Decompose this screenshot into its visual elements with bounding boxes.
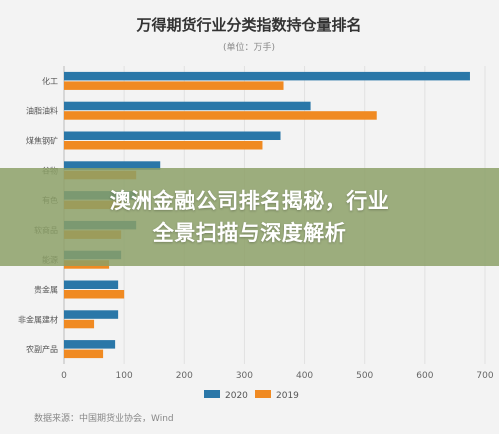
x-tick-label: 400 <box>296 371 313 381</box>
x-tick-label: 700 <box>476 371 493 381</box>
legend-swatch-2019 <box>255 390 271 398</box>
x-tick-label: 0 <box>61 371 67 381</box>
category-label: 农副产品 <box>26 344 58 354</box>
bar-2019-1 <box>64 111 377 120</box>
source-note: 数据来源：中国期货业协会，Wind <box>34 412 174 424</box>
bar-2019-8 <box>64 319 95 329</box>
x-tick-labels: 0 100 200 300 400 500 600 700 <box>61 371 494 381</box>
chart-subtitle: (单位：万手) <box>223 41 275 53</box>
bar-2020-3 <box>64 161 161 170</box>
legend-label-2020: 2020 <box>225 391 248 401</box>
headline-line-1: 澳洲金融公司排名揭秘，行业 <box>109 189 390 213</box>
x-tick-label: 100 <box>116 371 133 381</box>
bar-2020-9 <box>64 340 116 349</box>
bar-2019-0 <box>64 81 284 90</box>
headline-line-2: 全景扫描与深度解析 <box>152 221 347 245</box>
category-label: 化工 <box>42 76 58 86</box>
bar-2019-7 <box>64 290 125 299</box>
category-label: 煤焦钢矿 <box>26 136 58 146</box>
bar-2019-9 <box>64 349 104 359</box>
bar-2019-2 <box>64 141 263 150</box>
legend: 2020 2019 <box>204 390 299 401</box>
chart-title: 万得期货行业分类指数持仓量排名 <box>135 16 361 34</box>
x-tick-label: 600 <box>416 371 433 381</box>
category-label: 油脂油料 <box>26 106 58 116</box>
x-tick-label: 500 <box>356 371 373 381</box>
legend-label-2019: 2019 <box>276 391 299 401</box>
x-tick-label: 300 <box>236 371 253 381</box>
bar-2020-8 <box>64 310 119 319</box>
bar-2020-0 <box>64 71 470 81</box>
x-tick-label: 200 <box>176 371 193 381</box>
category-label: 贵金属 <box>34 285 58 295</box>
category-label: 非金属建材 <box>18 314 58 324</box>
headline-banner: 澳洲金融公司排名揭秘，行业 全景扫描与深度解析 <box>0 168 499 266</box>
bar-2020-7 <box>64 280 119 289</box>
legend-swatch-2020 <box>204 390 220 398</box>
bar-2020-2 <box>64 131 281 140</box>
bar-2020-1 <box>64 101 311 111</box>
